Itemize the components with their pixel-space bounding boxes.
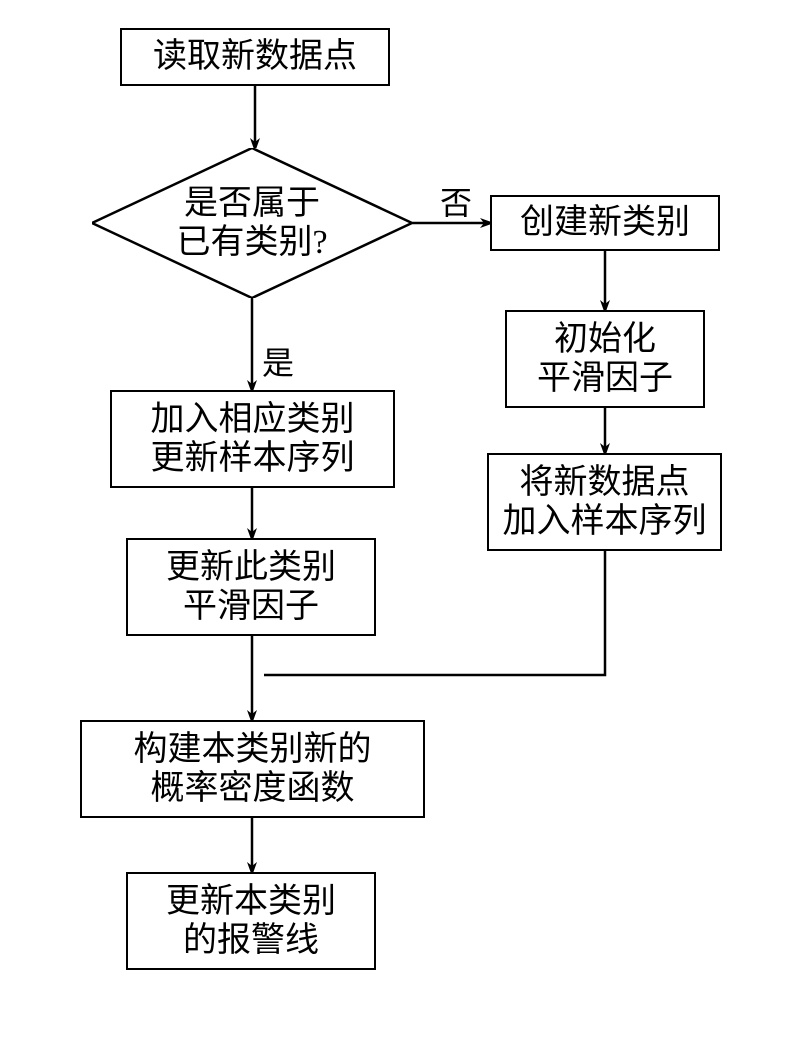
node-n3-line0: 创建新类别 <box>520 203 690 242</box>
edge-label-yes: 是 <box>262 338 294 384</box>
node-n1: 读取新数据点 <box>120 28 390 86</box>
node-n2: 是否属于已有类别? <box>92 148 412 298</box>
node-n4-line0: 初始化 <box>554 320 656 359</box>
node-n5-line0: 加入相应类别 <box>151 400 355 439</box>
node-n4: 初始化平滑因子 <box>505 310 705 408</box>
node-n3: 创建新类别 <box>490 195 720 251</box>
node-n7: 更新此类别平滑因子 <box>126 538 376 636</box>
node-n8-line0: 构建本类别新的 <box>134 730 372 769</box>
node-n2-line1: 已有类别? <box>176 223 327 262</box>
node-n9-line0: 更新本类别 <box>166 882 336 921</box>
node-n2-line0: 是否属于 <box>184 184 320 223</box>
node-n6-line0: 将新数据点 <box>520 463 690 502</box>
node-n8-line1: 概率密度函数 <box>151 769 355 808</box>
flowchart-canvas: 读取新数据点是否属于已有类别?创建新类别初始化平滑因子加入相应类别更新样本序列将… <box>0 0 800 1046</box>
node-n4-line1: 平滑因子 <box>537 359 673 398</box>
node-n8: 构建本类别新的概率密度函数 <box>80 720 425 818</box>
node-n1-line0: 读取新数据点 <box>153 37 357 76</box>
node-n7-line0: 更新此类别 <box>166 548 336 587</box>
node-n6: 将新数据点加入样本序列 <box>487 453 722 551</box>
node-n5-line1: 更新样本序列 <box>151 439 355 478</box>
edge-label-no: 否 <box>440 178 472 224</box>
node-n9: 更新本类别的报警线 <box>126 872 376 970</box>
node-n7-line1: 平滑因子 <box>183 587 319 626</box>
node-n9-line1: 的报警线 <box>183 921 319 960</box>
node-n5: 加入相应类别更新样本序列 <box>110 390 395 488</box>
node-n6-line1: 加入样本序列 <box>503 502 707 541</box>
